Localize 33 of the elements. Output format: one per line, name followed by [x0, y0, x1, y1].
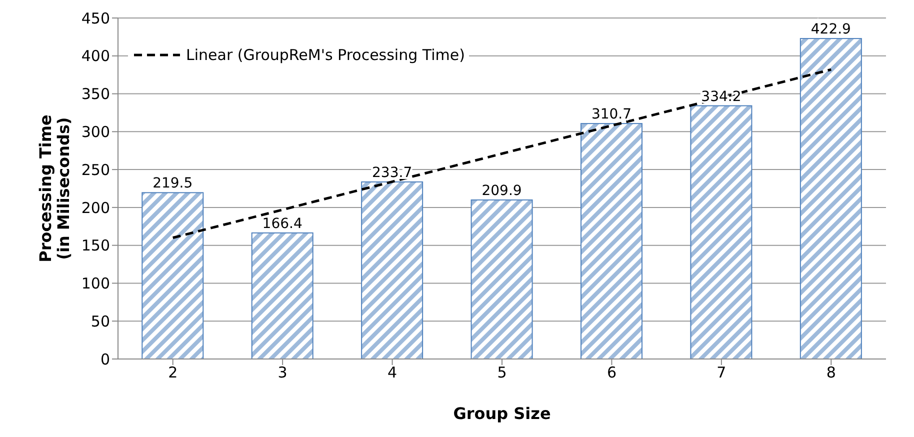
y-tick-label: 100 — [81, 274, 110, 293]
x-tick-label: 3 — [278, 364, 288, 382]
x-tick-label: 7 — [716, 364, 726, 382]
y-tick-label: 50 — [90, 312, 110, 330]
x-tick-label: 8 — [826, 364, 836, 382]
y-tick-label: 250 — [81, 160, 110, 179]
bar — [690, 105, 752, 359]
y-tick-label: 150 — [81, 236, 110, 255]
x-axis-title: Group Size — [453, 404, 551, 423]
bar — [251, 232, 314, 359]
bar — [361, 181, 424, 359]
y-tick-label: 300 — [81, 122, 110, 141]
x-tick-label: 6 — [606, 364, 616, 382]
bar — [800, 38, 862, 359]
x-tick-label: 2 — [168, 364, 178, 382]
y-tick-label: 450 — [81, 9, 110, 28]
data-label: 209.9 — [482, 182, 522, 199]
data-label: 422.9 — [810, 22, 851, 38]
y-tick-label: 400 — [81, 47, 110, 66]
bar — [580, 123, 642, 359]
y-axis-title: Processing Time (in Miliseconds) — [36, 114, 73, 262]
data-label: 219.5 — [152, 176, 193, 192]
x-tick-label: 4 — [388, 364, 398, 382]
bar — [142, 192, 204, 359]
legend-label: Linear (GroupReM's Processing Time) — [186, 46, 465, 64]
y-tick-label: 200 — [81, 198, 110, 217]
bar — [470, 199, 533, 359]
y-tick-label: 350 — [81, 85, 110, 104]
y-tick-label: 0 — [100, 350, 110, 368]
x-tick-label: 5 — [497, 364, 507, 382]
data-label: 166.4 — [262, 216, 302, 232]
data-label: 310.7 — [591, 106, 632, 123]
data-label: 233.7 — [372, 164, 412, 181]
